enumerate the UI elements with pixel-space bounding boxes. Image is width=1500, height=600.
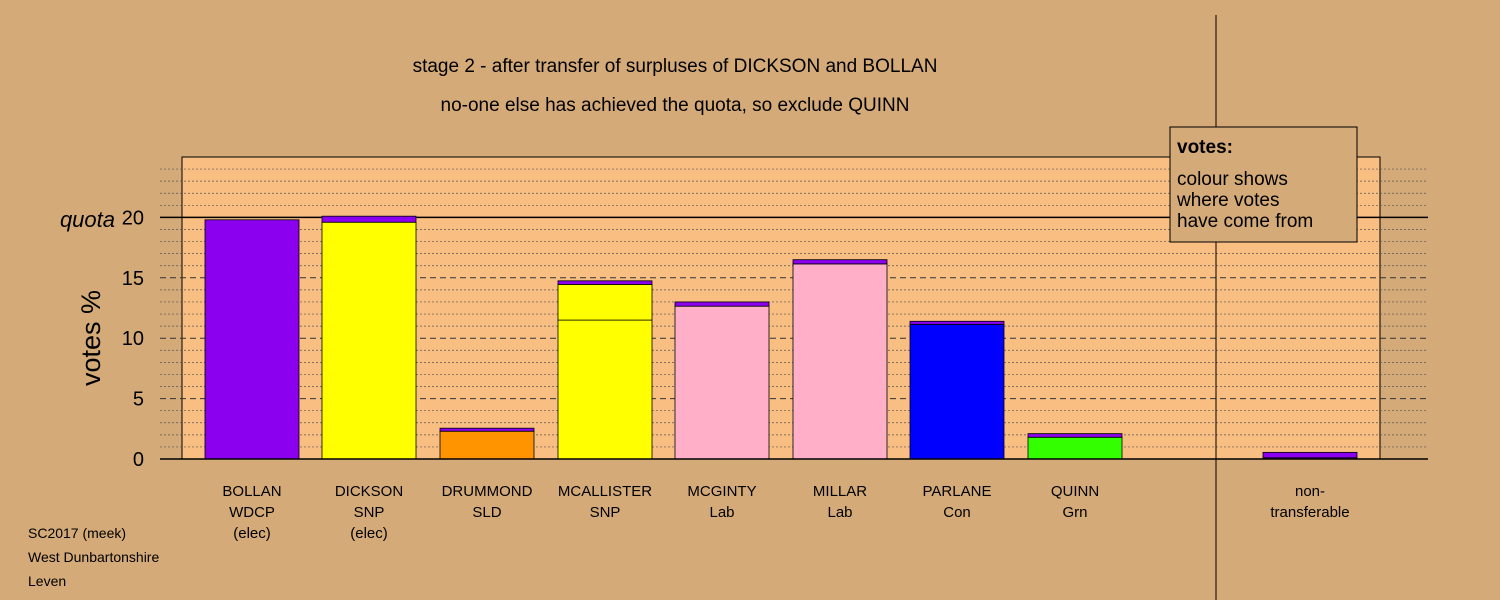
bar-nontransferable-segment-1 <box>1262 451 1358 459</box>
x-tick-label-name: MCGINTY <box>687 483 756 500</box>
x-tick-label-name: DICKSON <box>335 483 403 500</box>
x-tick-label-party: WDCP <box>229 504 275 521</box>
footer-line: SC2017 (meek) <box>28 525 126 541</box>
footer-line: West Dunbartonshire <box>28 549 159 565</box>
bar-dickson-segment-1 <box>321 215 417 223</box>
x-tick-label-party: SNP <box>590 504 621 521</box>
x-tick-label-party: Grn <box>1062 504 1087 521</box>
y-tick-label: 0 <box>133 449 144 471</box>
bar-parlane-segment-0 <box>909 323 1005 460</box>
nontransferable-label-line1: non- <box>1295 483 1325 500</box>
quota-label: quota <box>60 207 115 232</box>
bar-mcginty-segment-1 <box>674 301 770 307</box>
x-tick-label-name: MILLAR <box>813 483 867 500</box>
x-tick-label-name: QUINN <box>1051 483 1099 500</box>
bar-bollan-segment-0 <box>204 219 300 460</box>
bar-mcallister-segment-2 <box>557 280 653 285</box>
x-tick-label-party: SLD <box>472 504 501 521</box>
y-tick-label: 20 <box>122 207 144 229</box>
legend: votes: colour shows where votes have com… <box>1169 126 1358 243</box>
x-tick-label-party: SNP <box>354 504 385 521</box>
bar-drummond-segment-1 <box>439 427 535 432</box>
legend-line: colour shows <box>1177 169 1288 190</box>
x-tick-label-name: BOLLAN <box>222 483 281 500</box>
x-tick-label-name: DRUMMOND <box>442 483 533 500</box>
x-tick-label-party: Lab <box>827 504 852 521</box>
nontransferable-label-line2: transferable <box>1270 504 1349 521</box>
y-tick-label: 5 <box>133 389 144 411</box>
y-tick-label: 15 <box>122 268 144 290</box>
bar-mcginty-segment-0 <box>674 305 770 460</box>
y-tick-label: 10 <box>122 328 144 350</box>
x-tick-label-status: (elec) <box>350 525 388 542</box>
bar-drummond-segment-0 <box>439 430 535 460</box>
chart-subtitle: no-one else has achieved the quota, so e… <box>441 95 910 116</box>
legend-box <box>1169 126 1358 243</box>
bar-parlane-segment-1 <box>909 320 1005 325</box>
footer-line: Leven <box>28 573 66 589</box>
bar-dickson-segment-0 <box>321 221 417 460</box>
y-axis-label: votes % <box>76 290 106 386</box>
bar-millar-segment-0 <box>792 263 888 460</box>
x-tick-label-name: PARLANE <box>923 483 992 500</box>
bar-mcallister-segment-1 <box>557 284 653 321</box>
chart-title: stage 2 - after transfer of surpluses of… <box>413 56 938 77</box>
x-tick-label-name: MCALLISTER <box>558 483 652 500</box>
legend-line: where votes <box>1176 190 1279 211</box>
bar-mcallister-segment-0 <box>557 319 653 460</box>
legend-line: have come from <box>1177 211 1313 232</box>
bars <box>204 215 1358 460</box>
bar-quinn-segment-1 <box>1027 433 1123 438</box>
y-tick-labels: 0 5 10 15 20 <box>122 207 144 471</box>
bar-quinn-segment-0 <box>1027 436 1123 460</box>
x-axis-labels: BOLLAN WDCP (elec) DICKSON SNP (elec) DRUMMOND… <box>222 483 1099 542</box>
legend-title: votes: <box>1177 137 1233 158</box>
x-tick-label-party: Lab <box>709 504 734 521</box>
bar-millar-segment-1 <box>792 259 888 265</box>
x-tick-label-status: (elec) <box>233 525 271 542</box>
x-tick-label-party: Con <box>943 504 971 521</box>
